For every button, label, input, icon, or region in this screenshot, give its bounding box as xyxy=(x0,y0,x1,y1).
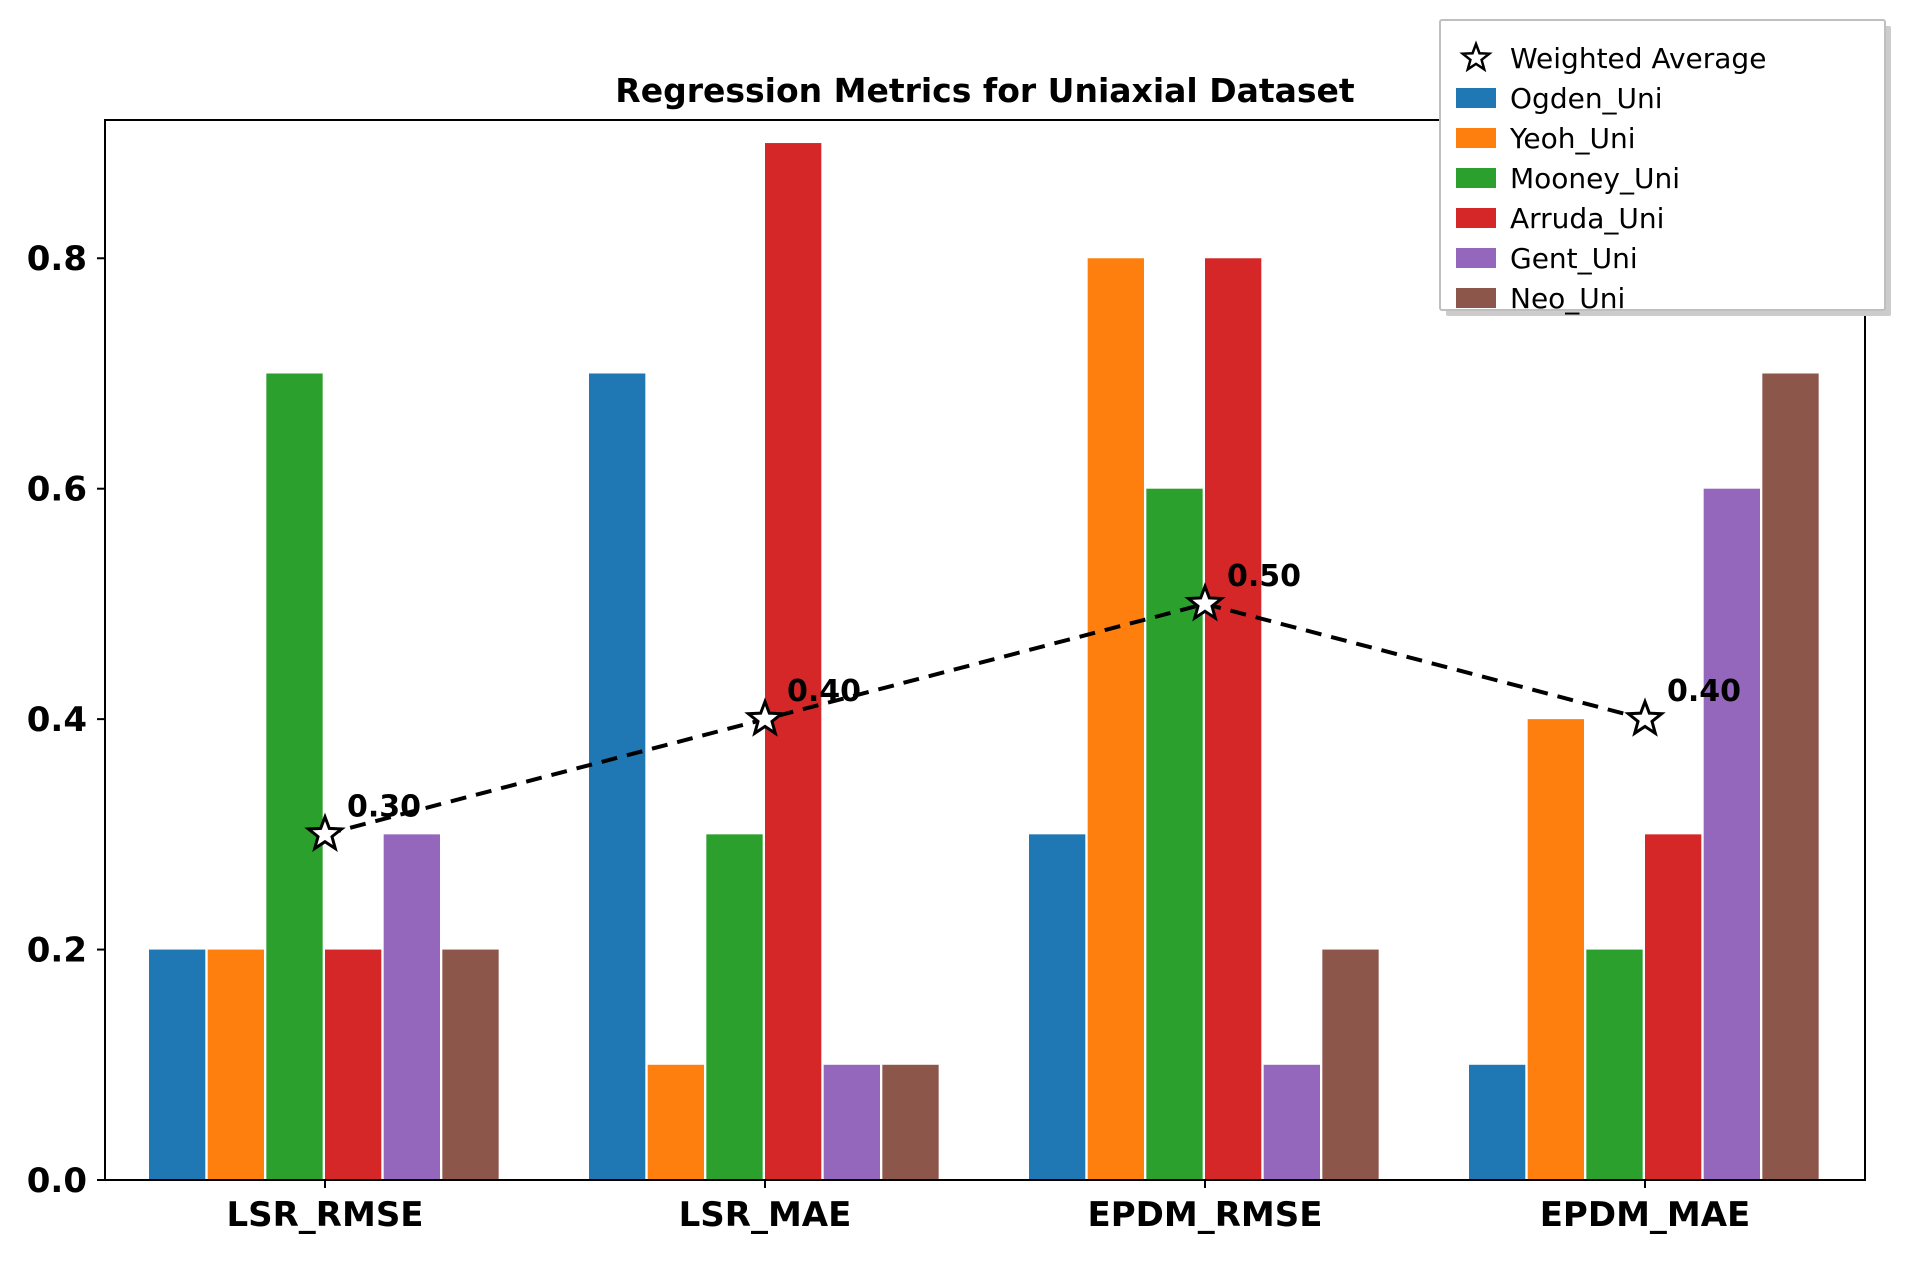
chart-svg: Regression Metrics for Uniaxial Dataset 0… xyxy=(0,0,1913,1273)
bar-Ogden_Uni xyxy=(589,373,645,1180)
weighted-average-label: 0.50 xyxy=(1227,559,1301,594)
ytick-label: 0.4 xyxy=(27,700,87,740)
bar-Gent_Uni xyxy=(824,1065,880,1180)
weighted-average-label: 0.40 xyxy=(1667,674,1741,709)
xtick-label: EPDM_RMSE xyxy=(1088,1195,1323,1235)
bar-Gent_Uni xyxy=(1264,1065,1320,1180)
bar-Ogden_Uni xyxy=(1469,1065,1525,1180)
bar-Yeoh_Uni xyxy=(1088,258,1144,1180)
bar-Gent_Uni xyxy=(1704,489,1760,1180)
legend-label: Weighted Average xyxy=(1510,42,1766,75)
ytick-label: 0.2 xyxy=(27,930,87,970)
legend-label: Arruda_Uni xyxy=(1510,202,1664,235)
legend-swatch xyxy=(1456,208,1496,228)
ytick-label: 0.8 xyxy=(27,239,87,279)
bar-Ogden_Uni xyxy=(149,950,205,1180)
bar-Gent_Uni xyxy=(384,834,440,1180)
xtick-label: EPDM_MAE xyxy=(1540,1195,1751,1235)
bar-Arruda_Uni xyxy=(1645,834,1701,1180)
chart-container: Regression Metrics for Uniaxial Dataset 0… xyxy=(0,0,1913,1273)
bar-Ogden_Uni xyxy=(1029,834,1085,1180)
bar-Arruda_Uni xyxy=(1205,258,1261,1180)
bar-Yeoh_Uni xyxy=(648,1065,704,1180)
legend-label: Ogden_Uni xyxy=(1510,82,1663,115)
bar-Mooney_Uni xyxy=(266,373,322,1180)
bar-Yeoh_Uni xyxy=(1528,719,1584,1180)
bar-Neo_Uni xyxy=(1762,373,1818,1180)
xtick-label: LSR_MAE xyxy=(679,1195,852,1235)
ytick-label: 0.6 xyxy=(27,470,87,510)
bar-Arruda_Uni xyxy=(325,950,381,1180)
bar-Arruda_Uni xyxy=(765,143,821,1180)
bar-Mooney_Uni xyxy=(1586,950,1642,1180)
legend-label: Mooney_Uni xyxy=(1510,162,1680,195)
bar-Neo_Uni xyxy=(1322,950,1378,1180)
legend-swatch xyxy=(1456,248,1496,268)
chart-title: Regression Metrics for Uniaxial Dataset xyxy=(615,71,1355,110)
bar-Mooney_Uni xyxy=(1146,489,1202,1180)
legend-swatch xyxy=(1456,168,1496,188)
xtick-label: LSR_RMSE xyxy=(226,1195,423,1235)
bar-Neo_Uni xyxy=(882,1065,938,1180)
bar-Mooney_Uni xyxy=(706,834,762,1180)
bar-Yeoh_Uni xyxy=(208,950,264,1180)
weighted-average-label: 0.40 xyxy=(787,674,861,709)
weighted-average-label: 0.30 xyxy=(347,789,421,824)
legend-label: Yeoh_Uni xyxy=(1509,122,1636,155)
legend-label: Neo_Uni xyxy=(1510,282,1625,315)
legend-label: Gent_Uni xyxy=(1510,242,1638,275)
legend-swatch xyxy=(1456,88,1496,108)
ytick-label: 0.0 xyxy=(27,1161,87,1201)
legend-swatch xyxy=(1456,128,1496,148)
legend-swatch xyxy=(1456,288,1496,308)
bar-Neo_Uni xyxy=(442,950,498,1180)
